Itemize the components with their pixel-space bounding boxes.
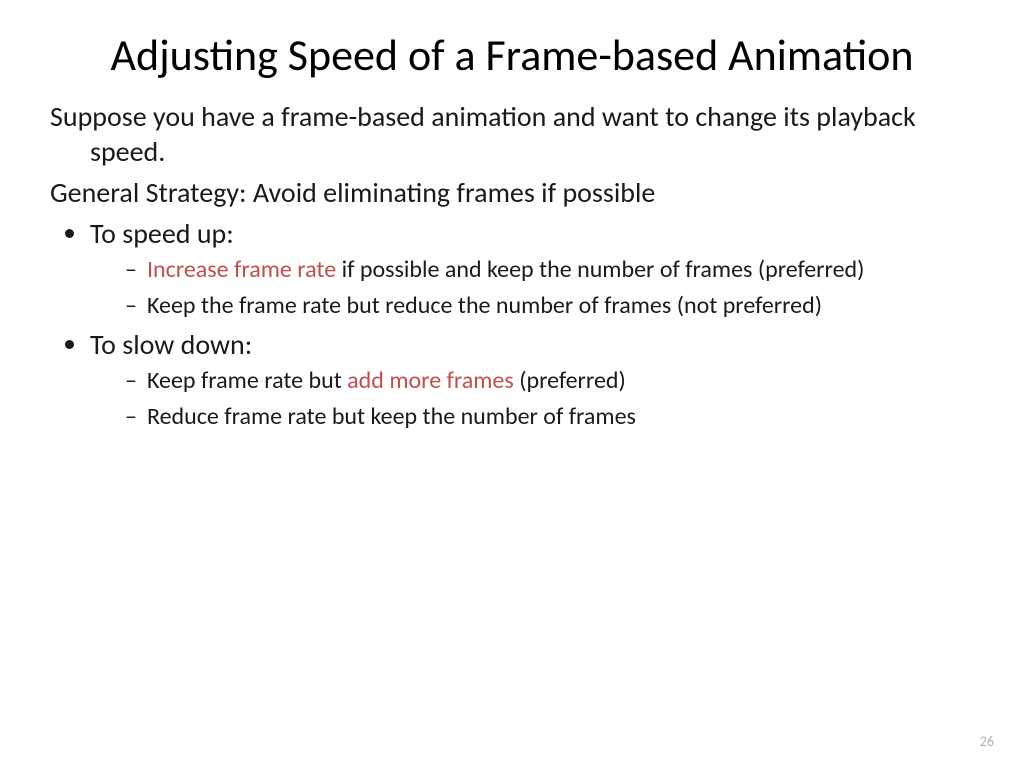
slide-title: Adjusting Speed of a Frame-based Animati… xyxy=(50,30,974,81)
sub-item: Keep the frame rate but reduce the numbe… xyxy=(125,291,974,321)
bullet-slow-down: To slow down: Keep frame rate but add mo… xyxy=(90,327,974,432)
slide: Adjusting Speed of a Frame-based Animati… xyxy=(0,0,1024,768)
sub-item-text: Keep frame rate but xyxy=(147,366,347,395)
bullet-label: To speed up: xyxy=(90,216,234,251)
accent-text: add more frames xyxy=(347,366,514,395)
slide-body: Suppose you have a frame-based animation… xyxy=(50,99,974,432)
sub-list-speed-up: Increase frame rate if possible and keep… xyxy=(90,255,974,321)
sub-item-text: if possible and keep the number of frame… xyxy=(336,255,864,284)
page-number: 26 xyxy=(980,733,994,750)
bullet-label: To slow down: xyxy=(90,327,252,362)
sub-list-slow-down: Keep frame rate but add more frames (pre… xyxy=(90,366,974,432)
sub-item: Increase frame rate if possible and keep… xyxy=(125,255,974,285)
sub-item-text: Reduce frame rate but keep the number of… xyxy=(147,402,636,431)
bullet-list: To speed up: Increase frame rate if poss… xyxy=(50,216,974,432)
bullet-speed-up: To speed up: Increase frame rate if poss… xyxy=(90,216,974,321)
intro-paragraph-1: Suppose you have a frame-based animation… xyxy=(50,99,974,169)
accent-text: Increase frame rate xyxy=(147,255,336,284)
sub-item: Reduce frame rate but keep the number of… xyxy=(125,402,974,432)
sub-item-text: (preferred) xyxy=(514,366,626,395)
sub-item-text: Keep the frame rate but reduce the numbe… xyxy=(147,291,822,320)
sub-item: Keep frame rate but add more frames (pre… xyxy=(125,366,974,396)
intro-paragraph-2: General Strategy: Avoid eliminating fram… xyxy=(50,175,974,210)
